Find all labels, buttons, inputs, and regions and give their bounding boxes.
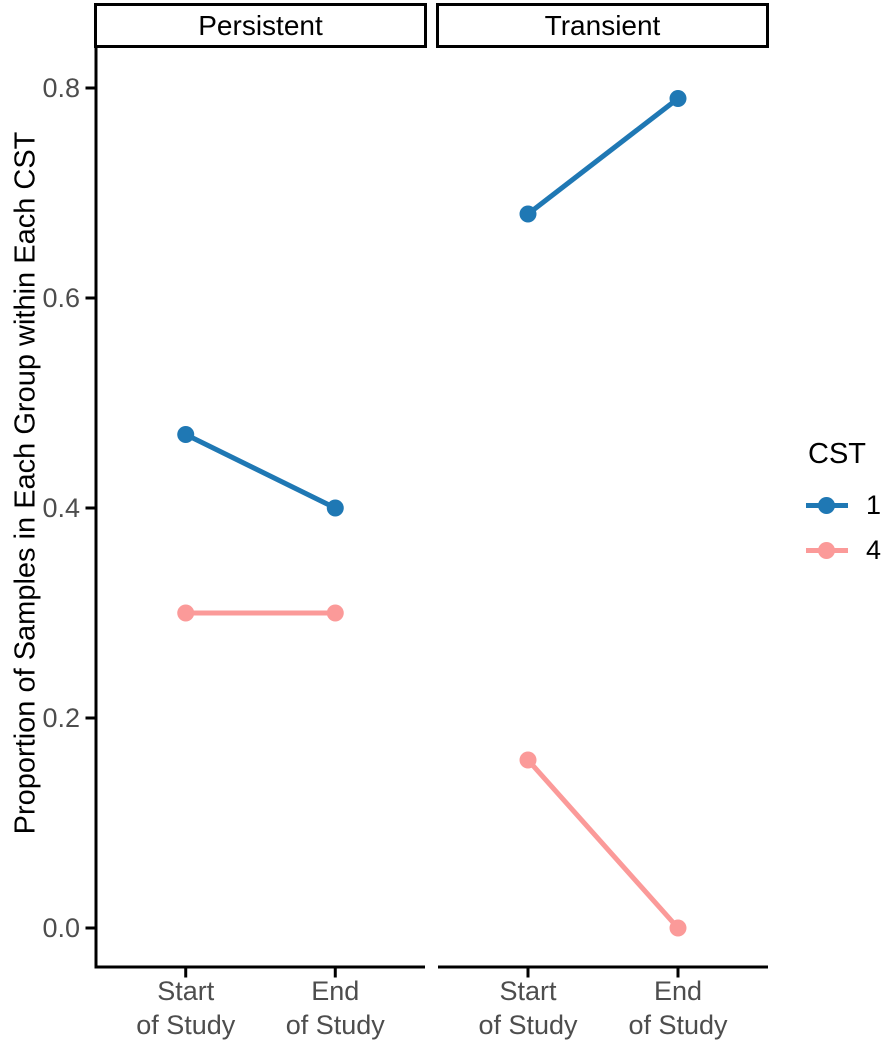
series-line: [526, 758, 680, 930]
data-point: [177, 426, 195, 443]
legend-key-icon: [806, 542, 848, 559]
legend-item-label: 1: [866, 490, 882, 520]
data-point: [519, 751, 537, 769]
legend-key-icon: [806, 497, 848, 514]
data-point: [326, 604, 344, 622]
legend-key-dot: [818, 497, 835, 514]
series-line: [184, 432, 337, 511]
facet-strip-persistent: Persistent: [94, 3, 427, 48]
legend-title: CST: [808, 438, 866, 470]
data-point: [669, 90, 687, 107]
y-tick-label: 0.0: [42, 913, 80, 943]
y-tick-label: 0.6: [42, 283, 80, 313]
facet-label: Transient: [544, 9, 661, 41]
y-tick-label: 0.2: [42, 703, 80, 733]
data-point: [177, 604, 195, 622]
data-point: [669, 919, 687, 937]
legend-item: 1: [806, 483, 881, 528]
x-tick-label: End of Study: [285, 976, 385, 1040]
legend-item-label: 4: [866, 535, 882, 565]
facet-label: Persistent: [198, 9, 323, 41]
legend-key-dot: [818, 542, 835, 559]
facet-strip-transient: Transient: [436, 3, 769, 48]
legend-item: 4: [806, 528, 881, 573]
x-tick-label: Start of Study: [478, 976, 578, 1040]
y-tick-label: 0.8: [42, 73, 80, 103]
data-point: [519, 205, 537, 223]
x-tick-label: Start of Study: [136, 976, 236, 1040]
y-tick-label: 0.4: [42, 493, 80, 523]
x-tick-label: End of Study: [628, 976, 728, 1040]
series-line: [526, 96, 680, 216]
data-point: [326, 499, 344, 517]
